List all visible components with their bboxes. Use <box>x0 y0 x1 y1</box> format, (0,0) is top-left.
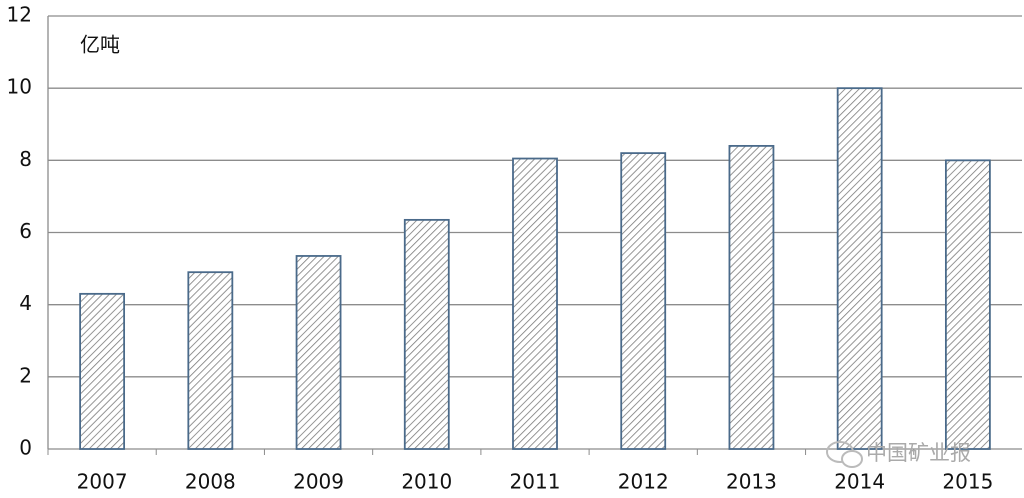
bar <box>728 144 775 450</box>
x-tick-label: 2007 <box>77 470 128 494</box>
bar <box>79 292 126 450</box>
y-tick-label: 2 <box>19 363 32 387</box>
x-tick-label: 2012 <box>618 470 669 494</box>
x-tick-label: 2010 <box>401 470 452 494</box>
bar <box>512 157 558 450</box>
y-tick-label: 8 <box>19 147 32 171</box>
bar <box>620 152 667 450</box>
y-tick-label: 4 <box>19 291 32 315</box>
bar <box>836 87 883 450</box>
x-tick-label: 2009 <box>293 470 344 494</box>
bar <box>295 255 342 450</box>
bar <box>187 271 234 450</box>
unit-label: 亿吨 <box>80 33 120 57</box>
watermark-text: 中国矿业报 <box>866 441 971 465</box>
y-tick-label: 12 <box>7 3 32 27</box>
x-tick-label: 2011 <box>510 470 561 494</box>
bar <box>944 159 991 450</box>
y-tick-label: 0 <box>19 436 32 460</box>
x-tick-label: 2013 <box>726 470 777 494</box>
x-tick-label: 2015 <box>942 470 993 494</box>
x-tick-label: 2014 <box>834 470 885 494</box>
bar <box>403 218 450 450</box>
y-tick-label: 6 <box>19 219 32 243</box>
x-tick-label: 2008 <box>185 470 236 494</box>
y-tick-label: 10 <box>7 75 32 99</box>
watermark: 中国矿业报 <box>826 441 971 468</box>
